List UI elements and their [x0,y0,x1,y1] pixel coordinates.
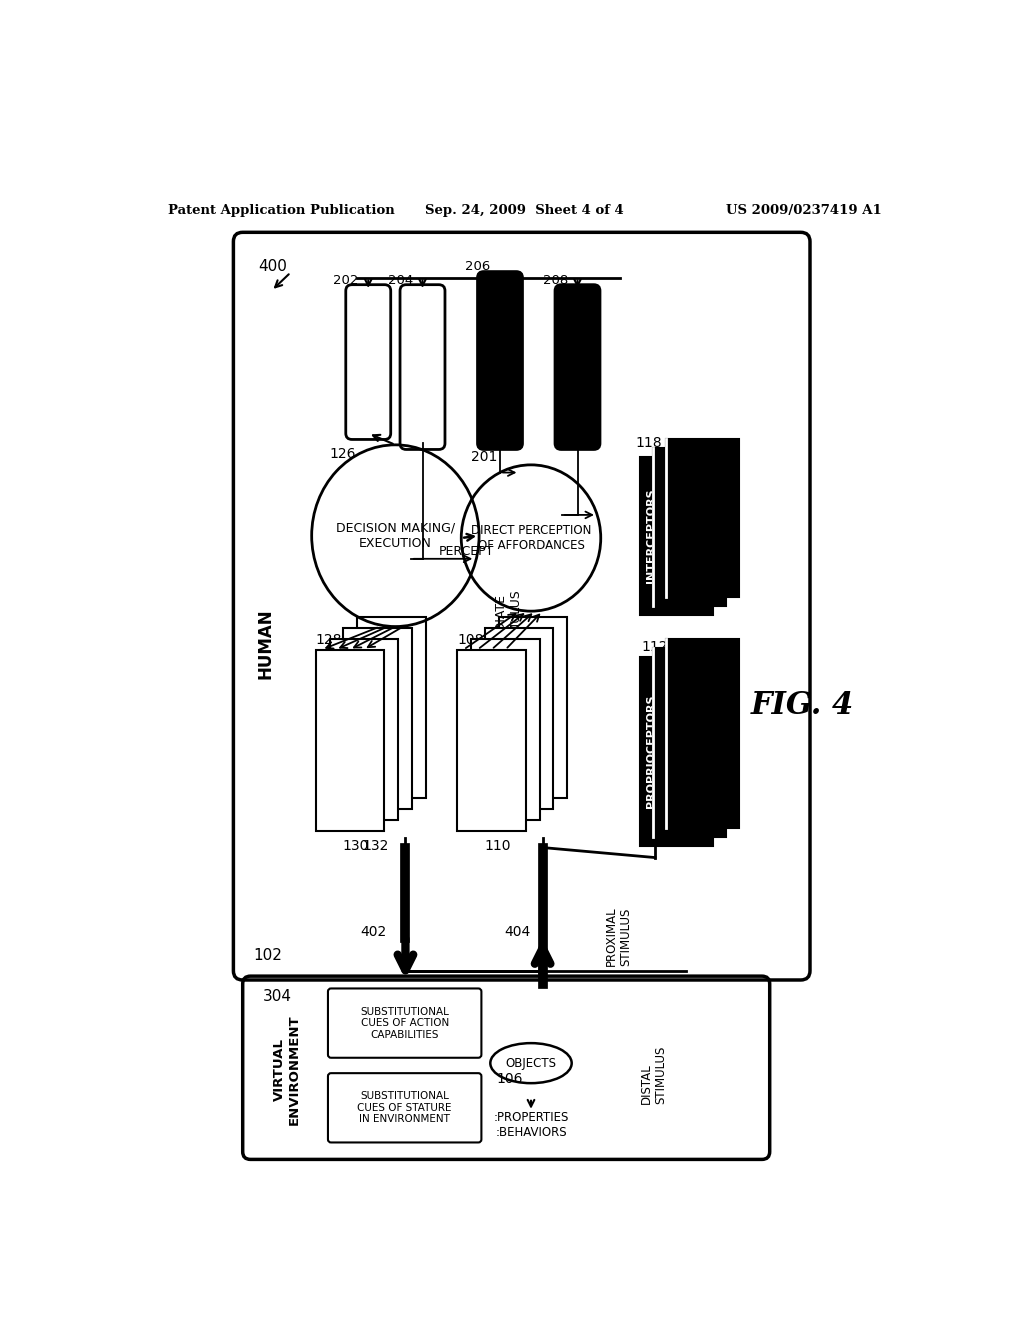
Bar [485,628,554,809]
FancyBboxPatch shape [400,285,445,449]
Bar [666,438,739,597]
FancyBboxPatch shape [328,1073,481,1142]
Text: Sep. 24, 2009  Sheet 4 of 4: Sep. 24, 2009 Sheet 4 of 4 [425,205,625,218]
Text: 108: 108 [458,632,484,647]
Text: 118: 118 [636,437,663,450]
Text: PERCEPT: PERCEPT [439,545,495,557]
Text: MEDIATE
STIMULUS: MEDIATE STIMULUS [494,589,522,652]
Text: SUBSTITUTIONAL
CUES OF STATURE
IN ENVIRONMENT: SUBSTITUTIONAL CUES OF STATURE IN ENVIRO… [357,1092,452,1125]
Bar [471,639,540,820]
Text: 404: 404 [504,925,530,940]
Text: DISTAL
STIMULUS: DISTAL STIMULUS [640,1045,668,1104]
Bar [315,649,384,830]
Text: INTERNAL STATE: INTERNAL STATE [418,321,427,413]
Text: BODY STATURE: BODY STATURE [572,325,583,409]
Text: 126: 126 [330,447,356,461]
Text: 102: 102 [254,948,283,962]
Text: 400: 400 [258,259,287,273]
Bar [500,618,567,799]
FancyBboxPatch shape [346,285,391,440]
Text: HUMAN: HUMAN [257,609,275,678]
Text: :PROPERTIES
:BEHAVIORS: :PROPERTIES :BEHAVIORS [494,1110,568,1139]
Text: DIRECT PERCEPTION
OF AFFORDANCES: DIRECT PERCEPTION OF AFFORDANCES [471,524,591,552]
Text: 130: 130 [343,840,369,853]
Text: 208: 208 [543,273,568,286]
Text: 106: 106 [497,1072,523,1085]
Bar [343,628,412,809]
Text: 201: 201 [471,450,498,465]
Text: INTERCEPTORS: INTERCEPTORS [646,488,656,583]
Text: 132: 132 [362,840,388,853]
Text: 128: 128 [315,632,342,647]
Text: OBJECTS: OBJECTS [506,1056,556,1069]
Text: 114: 114 [670,739,682,764]
Text: 206: 206 [465,260,490,273]
FancyBboxPatch shape [555,285,600,449]
Text: VIRTUAL
ENVIRONMENT: VIRTUAL ENVIRONMENT [272,1014,301,1125]
Text: FIG. 4: FIG. 4 [751,689,854,721]
Bar [357,618,426,799]
Bar [666,639,739,828]
FancyBboxPatch shape [328,989,481,1057]
Text: 402: 402 [360,925,387,940]
Text: 112: 112 [641,640,668,655]
Text: DECISION MAKING/
EXECUTION: DECISION MAKING/ EXECUTION [336,521,455,549]
Bar [330,639,397,820]
Bar [458,649,525,830]
Bar [640,657,713,846]
Bar [652,447,726,606]
Text: ENVIRONMENTAL
EFFECTORS: ENVIRONMENTAL EFFECTORS [325,692,346,788]
Text: 120: 120 [670,523,682,549]
Text: EXTEROCEPTORS: EXTEROCEPTORS [472,692,482,788]
Text: 116: 116 [683,742,696,768]
Text: 204: 204 [388,273,413,286]
Text: 304: 304 [263,989,292,1003]
Bar [640,457,713,615]
Text: 110: 110 [484,840,511,853]
FancyBboxPatch shape [477,272,522,449]
Text: EXPERIENCE: EXPERIENCE [364,327,374,397]
Text: 202: 202 [334,273,358,286]
Text: 122: 122 [683,527,696,553]
Text: ACTION CAPABILITIES: ACTION CAPABILITIES [495,301,505,420]
Text: PROPRIOCEPTORS: PROPRIOCEPTORS [646,694,656,808]
Text: PROXIMAL
STIMULUS: PROXIMAL STIMULUS [604,907,633,966]
Text: Patent Application Publication: Patent Application Publication [168,205,395,218]
Text: US 2009/0237419 A1: US 2009/0237419 A1 [726,205,882,218]
Bar [652,648,726,837]
Text: SUBSTITUTIONAL
CUES OF ACTION
CAPABILITIES: SUBSTITUTIONAL CUES OF ACTION CAPABILITI… [360,1007,450,1040]
